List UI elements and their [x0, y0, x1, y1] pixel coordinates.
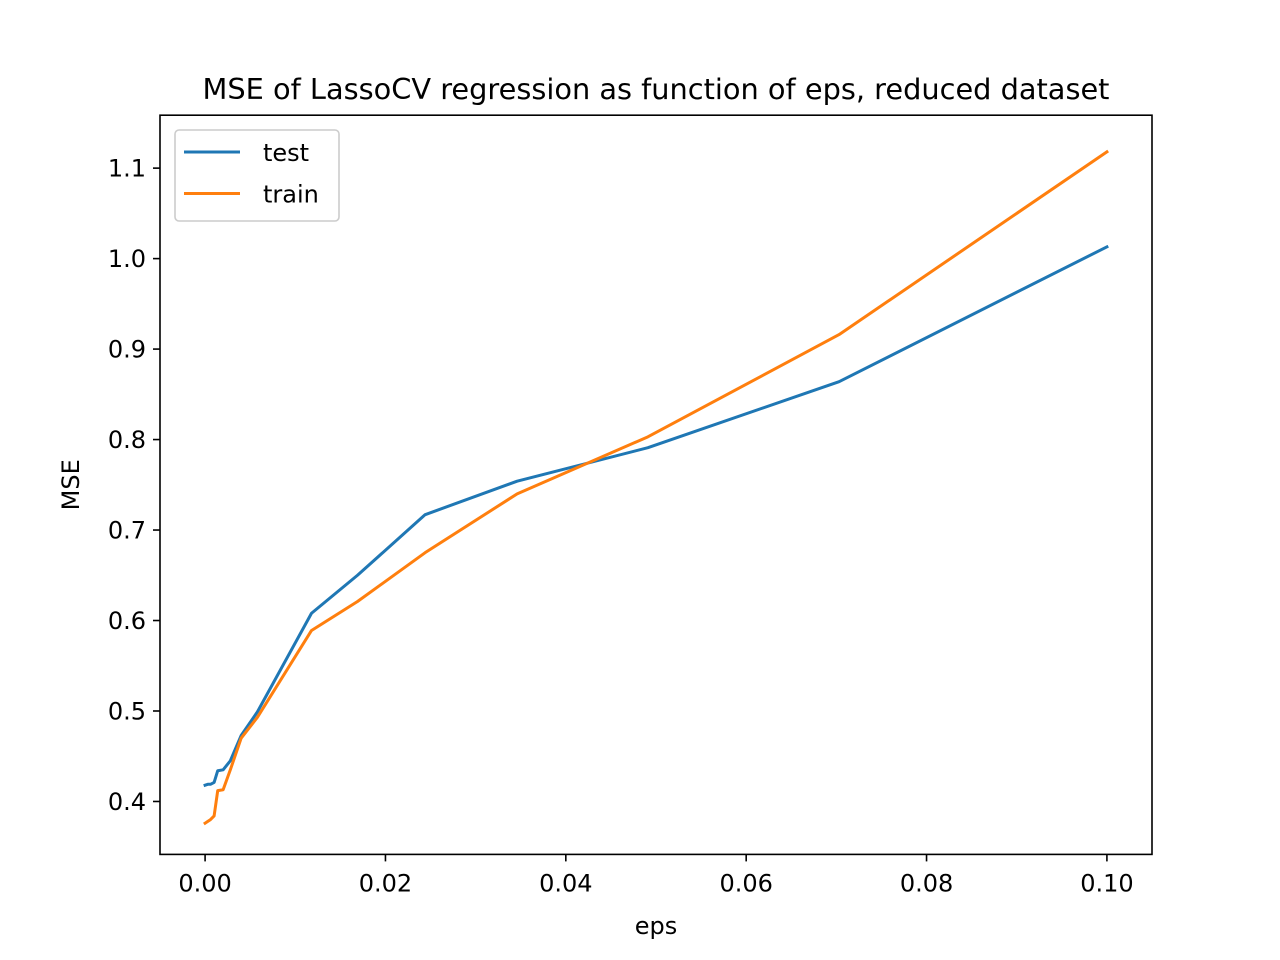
y-tick-label: 1.1: [108, 155, 146, 183]
x-tick-label: 0.10: [1080, 869, 1133, 897]
y-axis-ticks: 0.4 0.5 0.6 0.7 0.8 0.9 1.0 1.1: [108, 155, 160, 816]
y-tick-label: 0.7: [108, 517, 146, 545]
plot-frame: [159, 114, 1153, 856]
y-tick-label: 1.0: [108, 245, 146, 273]
y-tick-label: 0.8: [108, 426, 146, 454]
y-tick-label: 0.6: [108, 607, 146, 635]
x-tick-label: 0.08: [900, 869, 953, 897]
x-axis-ticks: 0.00 0.02 0.04 0.06 0.08 0.10: [178, 854, 1134, 897]
y-tick-label: 0.5: [108, 697, 146, 725]
legend: test train: [174, 129, 340, 222]
series-line-train: [203, 149, 1109, 826]
x-axis-label: eps: [635, 912, 678, 940]
x-tick-label: 0.06: [719, 869, 772, 897]
x-tick-label: 0.02: [359, 869, 412, 897]
x-tick-label: 0.04: [539, 869, 592, 897]
chart-title: MSE of LassoCV regression as function of…: [203, 72, 1110, 106]
legend-label-test: test: [263, 139, 309, 167]
y-tick-label: 0.9: [108, 336, 146, 364]
y-tick-label: 0.4: [108, 788, 146, 816]
x-tick-label: 0.00: [178, 869, 231, 897]
plot-lines: [203, 149, 1109, 826]
y-axis-label: MSE: [57, 459, 85, 510]
legend-label-train: train: [263, 181, 319, 209]
